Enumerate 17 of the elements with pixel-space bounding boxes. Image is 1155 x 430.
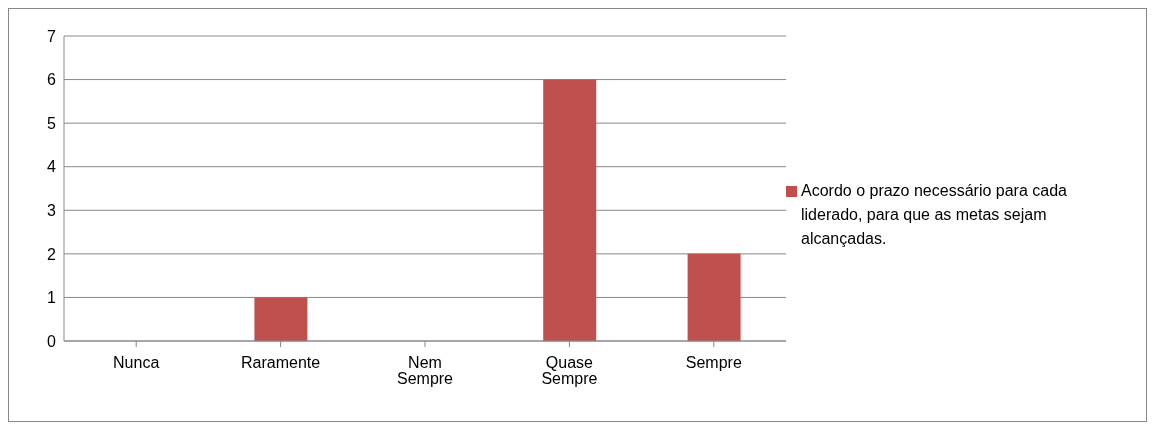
bar — [687, 253, 741, 341]
y-tick-label: 1 — [47, 289, 57, 307]
y-tick-label: 5 — [47, 114, 57, 132]
x-tick-label: Nem Sempre — [396, 354, 454, 388]
x-tick-label: Nunca — [113, 354, 160, 372]
x-tick-label: Raramente — [241, 354, 321, 372]
x-tick-label: Quase Sempre — [541, 354, 598, 388]
legend-label: Acordo o prazo necessário para cada liderado, para que as metas sejam alcançadas. — [801, 181, 1068, 249]
y-tick-label: 0 — [47, 332, 57, 350]
y-tick-label: 3 — [47, 201, 57, 219]
bar — [254, 297, 308, 341]
y-tick-label: 4 — [47, 158, 57, 176]
bar — [543, 79, 597, 341]
y-tick-label: 6 — [47, 71, 57, 89]
y-tick-label: 7 — [47, 27, 57, 45]
y-tick-label: 2 — [47, 245, 57, 263]
x-tick-label: Sempre — [685, 354, 742, 372]
